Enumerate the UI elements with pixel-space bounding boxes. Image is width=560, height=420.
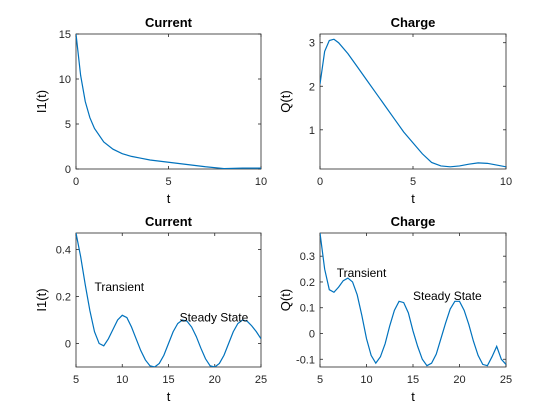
x-axis-label: t bbox=[167, 389, 171, 404]
x-tick-label: 20 bbox=[209, 374, 221, 386]
y-tick-label: 0 bbox=[65, 338, 71, 350]
x-tick-label: 0 bbox=[73, 176, 79, 188]
x-tick-label: 15 bbox=[162, 374, 174, 386]
x-tick-label: 10 bbox=[500, 176, 512, 188]
series-line bbox=[76, 34, 261, 169]
x-tick-label: 10 bbox=[255, 176, 267, 188]
annotation-label: Steady State bbox=[180, 311, 249, 325]
y-tick-label: -0.1 bbox=[296, 354, 315, 366]
plot-title: Charge bbox=[391, 15, 436, 30]
x-tick-label: 5 bbox=[165, 176, 171, 188]
y-tick-label: 2 bbox=[309, 81, 315, 93]
y-tick-label: 0.2 bbox=[56, 291, 71, 303]
y-tick-label: 0.2 bbox=[300, 277, 315, 289]
x-tick-label: 10 bbox=[116, 374, 128, 386]
y-tick-label: 0.3 bbox=[300, 251, 315, 263]
x-tick-label: 25 bbox=[255, 374, 267, 386]
subplot-1: 0 5 10 0 5 10 15 Current t I1(t) bbox=[34, 15, 267, 206]
y-tick-label: 1 bbox=[309, 125, 315, 137]
axes-box bbox=[75, 33, 262, 170]
y-axis-label: I1(t) bbox=[34, 288, 49, 311]
y-tick-label: 10 bbox=[59, 74, 71, 86]
plot-title: Charge bbox=[391, 214, 436, 229]
y-tick-label: 0 bbox=[65, 164, 71, 176]
annotation-label: Transient bbox=[337, 266, 387, 280]
axes-box bbox=[319, 33, 507, 170]
series-line bbox=[76, 233, 261, 367]
y-tick-label: 0.4 bbox=[56, 244, 71, 256]
y-axis-label: I1(t) bbox=[34, 90, 49, 113]
subplot-2: 0 5 10 1 2 3 Charge t Q(t) bbox=[278, 15, 512, 206]
series-line bbox=[320, 38, 506, 168]
y-tick-label: 3 bbox=[309, 38, 315, 50]
y-tick-label: 15 bbox=[59, 29, 71, 41]
x-tick-label: 0 bbox=[317, 176, 323, 188]
y-tick-label: 5 bbox=[65, 119, 71, 131]
plot-title: Current bbox=[145, 214, 193, 229]
x-tick-label: 20 bbox=[453, 374, 465, 386]
x-tick-label: 10 bbox=[360, 374, 372, 386]
annotation-label: Steady State bbox=[413, 289, 482, 303]
x-axis-label: t bbox=[411, 191, 415, 206]
x-tick-label: 5 bbox=[410, 176, 416, 188]
series-line bbox=[320, 233, 506, 367]
y-tick-label: 0.1 bbox=[300, 303, 315, 315]
subplot-grid: 0 5 10 0 5 10 15 Current t I1(t) 0 5 10 1 2 3 Charge t Q(t… bbox=[34, 15, 512, 404]
annotation-label: Transient bbox=[95, 280, 145, 294]
subplot-3: 5 10 15 20 25 0 0.2 0.4 Current t I1(t) Transient St… bbox=[34, 214, 267, 404]
plot-title: Current bbox=[145, 15, 193, 30]
x-tick-label: 5 bbox=[317, 374, 323, 386]
x-tick-label: 5 bbox=[73, 374, 79, 386]
x-axis-label: t bbox=[411, 389, 415, 404]
y-axis-label: Q(t) bbox=[278, 289, 293, 311]
x-axis-label: t bbox=[167, 191, 171, 206]
x-tick-label: 25 bbox=[500, 374, 512, 386]
x-tick-label: 15 bbox=[407, 374, 419, 386]
y-axis-label: Q(t) bbox=[278, 90, 293, 112]
subplot-4: 5 10 15 20 25 -0.1 0 0.1 0.2 0.3 Charge t Q(t) Transi… bbox=[278, 214, 512, 404]
y-tick-label: 0 bbox=[309, 329, 315, 341]
axes-box bbox=[75, 232, 262, 368]
